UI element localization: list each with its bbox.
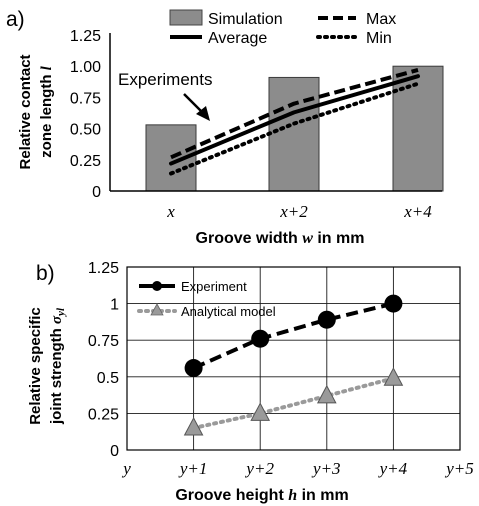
line-min	[169, 81, 420, 176]
panel-b-y-ticks: 0 0.25 0.5 0.75 1 1.25	[88, 260, 119, 460]
panel-a-x-tick-label: x+2	[279, 202, 308, 221]
panel-a-y-tick-label: 0.75	[70, 90, 101, 107]
panel-a-y-tick-label: 1.00	[70, 59, 101, 76]
panel-b-label: b)	[36, 262, 55, 285]
analytical-model-point	[383, 367, 404, 386]
legend-simulation-label: Simulation	[208, 11, 283, 28]
panel-a: a) Relative contact zone length l 00.250…	[6, 8, 444, 247]
legend-experiment-marker	[152, 281, 162, 291]
panel-a-ylabel-line1: Relative contact	[17, 54, 34, 169]
panel-b-y-tick-label: 1.25	[88, 260, 119, 277]
legend-experiment-label: Experiment	[181, 279, 247, 294]
panel-a-label: a)	[6, 8, 25, 31]
panel-b-legend: Experiment Analytical model	[137, 279, 276, 319]
panel-b: b) Relative specific joint strength σyl …	[27, 260, 474, 504]
panel-a-x-tick-label: x	[166, 202, 175, 221]
panel-a-lines	[169, 68, 420, 176]
panel-a-legend: Simulation Max Average Min	[169, 9, 396, 47]
panel-a-y-tick-label: 0.25	[70, 153, 101, 170]
legend-analytical-marker	[150, 303, 164, 316]
panel-b-x-tick-label: y+5	[444, 459, 474, 478]
legend-max-label: Max	[366, 11, 396, 28]
line-max	[170, 68, 419, 160]
panel-a-xlabel: Groove width w in mm	[196, 230, 365, 247]
panel-a-y-tick-label: 0	[92, 184, 101, 201]
panel-b-x-tick-label: y+2	[244, 459, 274, 478]
panel-b-x-tick-label: y+4	[378, 459, 408, 478]
experiments-annotation-bg	[114, 68, 240, 90]
experiment-point	[184, 359, 203, 378]
simulation-bar	[392, 65, 444, 192]
panel-a-ylabel-line2: zone length l	[38, 65, 55, 158]
panel-a-x-tick-label: x+4	[403, 202, 432, 221]
analytical-model-point	[250, 402, 271, 421]
legend-min-label: Min	[366, 30, 392, 47]
panel-b-ylabel-line2: joint strength σyl	[48, 307, 67, 425]
simulation-bar	[268, 76, 320, 192]
series-experiment-line	[192, 301, 394, 370]
panel-a-y-tick-label: 0.50	[70, 122, 101, 139]
panel-b-y-tick-label: 0.75	[88, 333, 119, 350]
experiment-point	[384, 294, 403, 313]
experiments-arrow-head	[196, 106, 210, 121]
legend-average-label: Average	[208, 30, 267, 47]
panel-b-xlabel: Groove height h in mm	[175, 487, 348, 504]
panel-b-x-tick-label: y	[121, 459, 131, 478]
line-average	[169, 74, 420, 166]
panel-b-y-tick-label: 0.25	[88, 406, 119, 423]
panel-b-x-tick-label: y+3	[311, 459, 341, 478]
legend-analytical-label: Analytical model	[181, 304, 276, 319]
analytical-model-point	[183, 416, 204, 436]
panel-b-x-ticks: y y+1 y+2 y+3 y+4 y+5	[121, 459, 474, 478]
panel-b-x-tick-label: y+1	[178, 459, 208, 478]
panel-b-series	[183, 294, 404, 436]
experiments-annotation: Experiments	[118, 70, 212, 89]
series-analytical-model-line	[191, 376, 396, 431]
experiment-point	[317, 310, 336, 329]
panel-b-ylabel-line1: Relative specific	[27, 307, 44, 425]
panel-b-y-tick-label: 0	[110, 443, 119, 460]
panel-a-y-tick-label: 1.25	[70, 28, 101, 45]
panel-a-y-ticks: 0 0.25 0.50 0.75 1.00 1.25	[70, 28, 101, 201]
legend-simulation-swatch	[169, 9, 203, 26]
panel-b-grid	[127, 267, 460, 450]
panel-b-y-tick-label: 1	[110, 297, 119, 314]
panel-a-x-ticks: x x+2 x+4	[166, 202, 432, 221]
analytical-model-point	[316, 384, 337, 404]
experiment-point	[251, 329, 270, 348]
panel-b-y-tick-label: 0.5	[97, 370, 119, 387]
panel-b-plot-frame	[126, 266, 461, 451]
panel-a-bars	[145, 65, 444, 192]
